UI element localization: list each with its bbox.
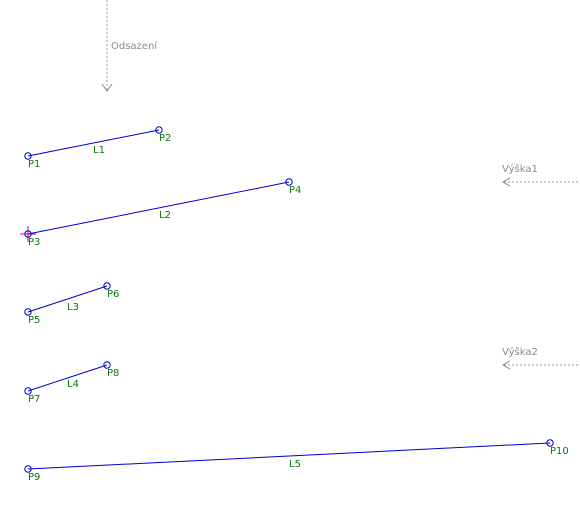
line-label: L3 — [67, 302, 79, 313]
point-label: P1 — [28, 159, 40, 170]
annotation-label: Výška1 — [502, 163, 538, 175]
point — [24, 230, 32, 238]
point-label: P8 — [107, 368, 119, 379]
point — [24, 152, 32, 160]
point-label: P4 — [289, 185, 301, 196]
annotation-label: Výška2 — [502, 346, 538, 358]
point — [24, 465, 32, 473]
point — [103, 282, 111, 290]
arrowhead — [501, 360, 511, 370]
arrowhead — [501, 177, 511, 187]
point — [103, 361, 111, 369]
segment — [27, 181, 290, 235]
point-label: P6 — [107, 289, 119, 300]
arrowhead — [101, 83, 113, 92]
line-label: L5 — [289, 459, 301, 470]
point-label: P9 — [28, 472, 40, 483]
line-label: L1 — [93, 145, 105, 156]
annotation-label: Odsazení — [111, 40, 158, 52]
point — [546, 439, 554, 447]
segment — [27, 285, 108, 313]
point-label: P3 — [28, 237, 40, 248]
point-label: P5 — [28, 315, 40, 326]
point-label: P10 — [550, 446, 569, 457]
segment — [27, 442, 551, 470]
segment — [27, 129, 160, 157]
segment — [27, 364, 108, 392]
point-label: P7 — [28, 394, 40, 405]
line-label: L4 — [67, 379, 79, 390]
point — [155, 126, 163, 134]
point-label: P2 — [159, 133, 171, 144]
line-label: L2 — [159, 210, 171, 221]
point — [24, 387, 32, 395]
point — [24, 308, 32, 316]
point — [285, 178, 293, 186]
